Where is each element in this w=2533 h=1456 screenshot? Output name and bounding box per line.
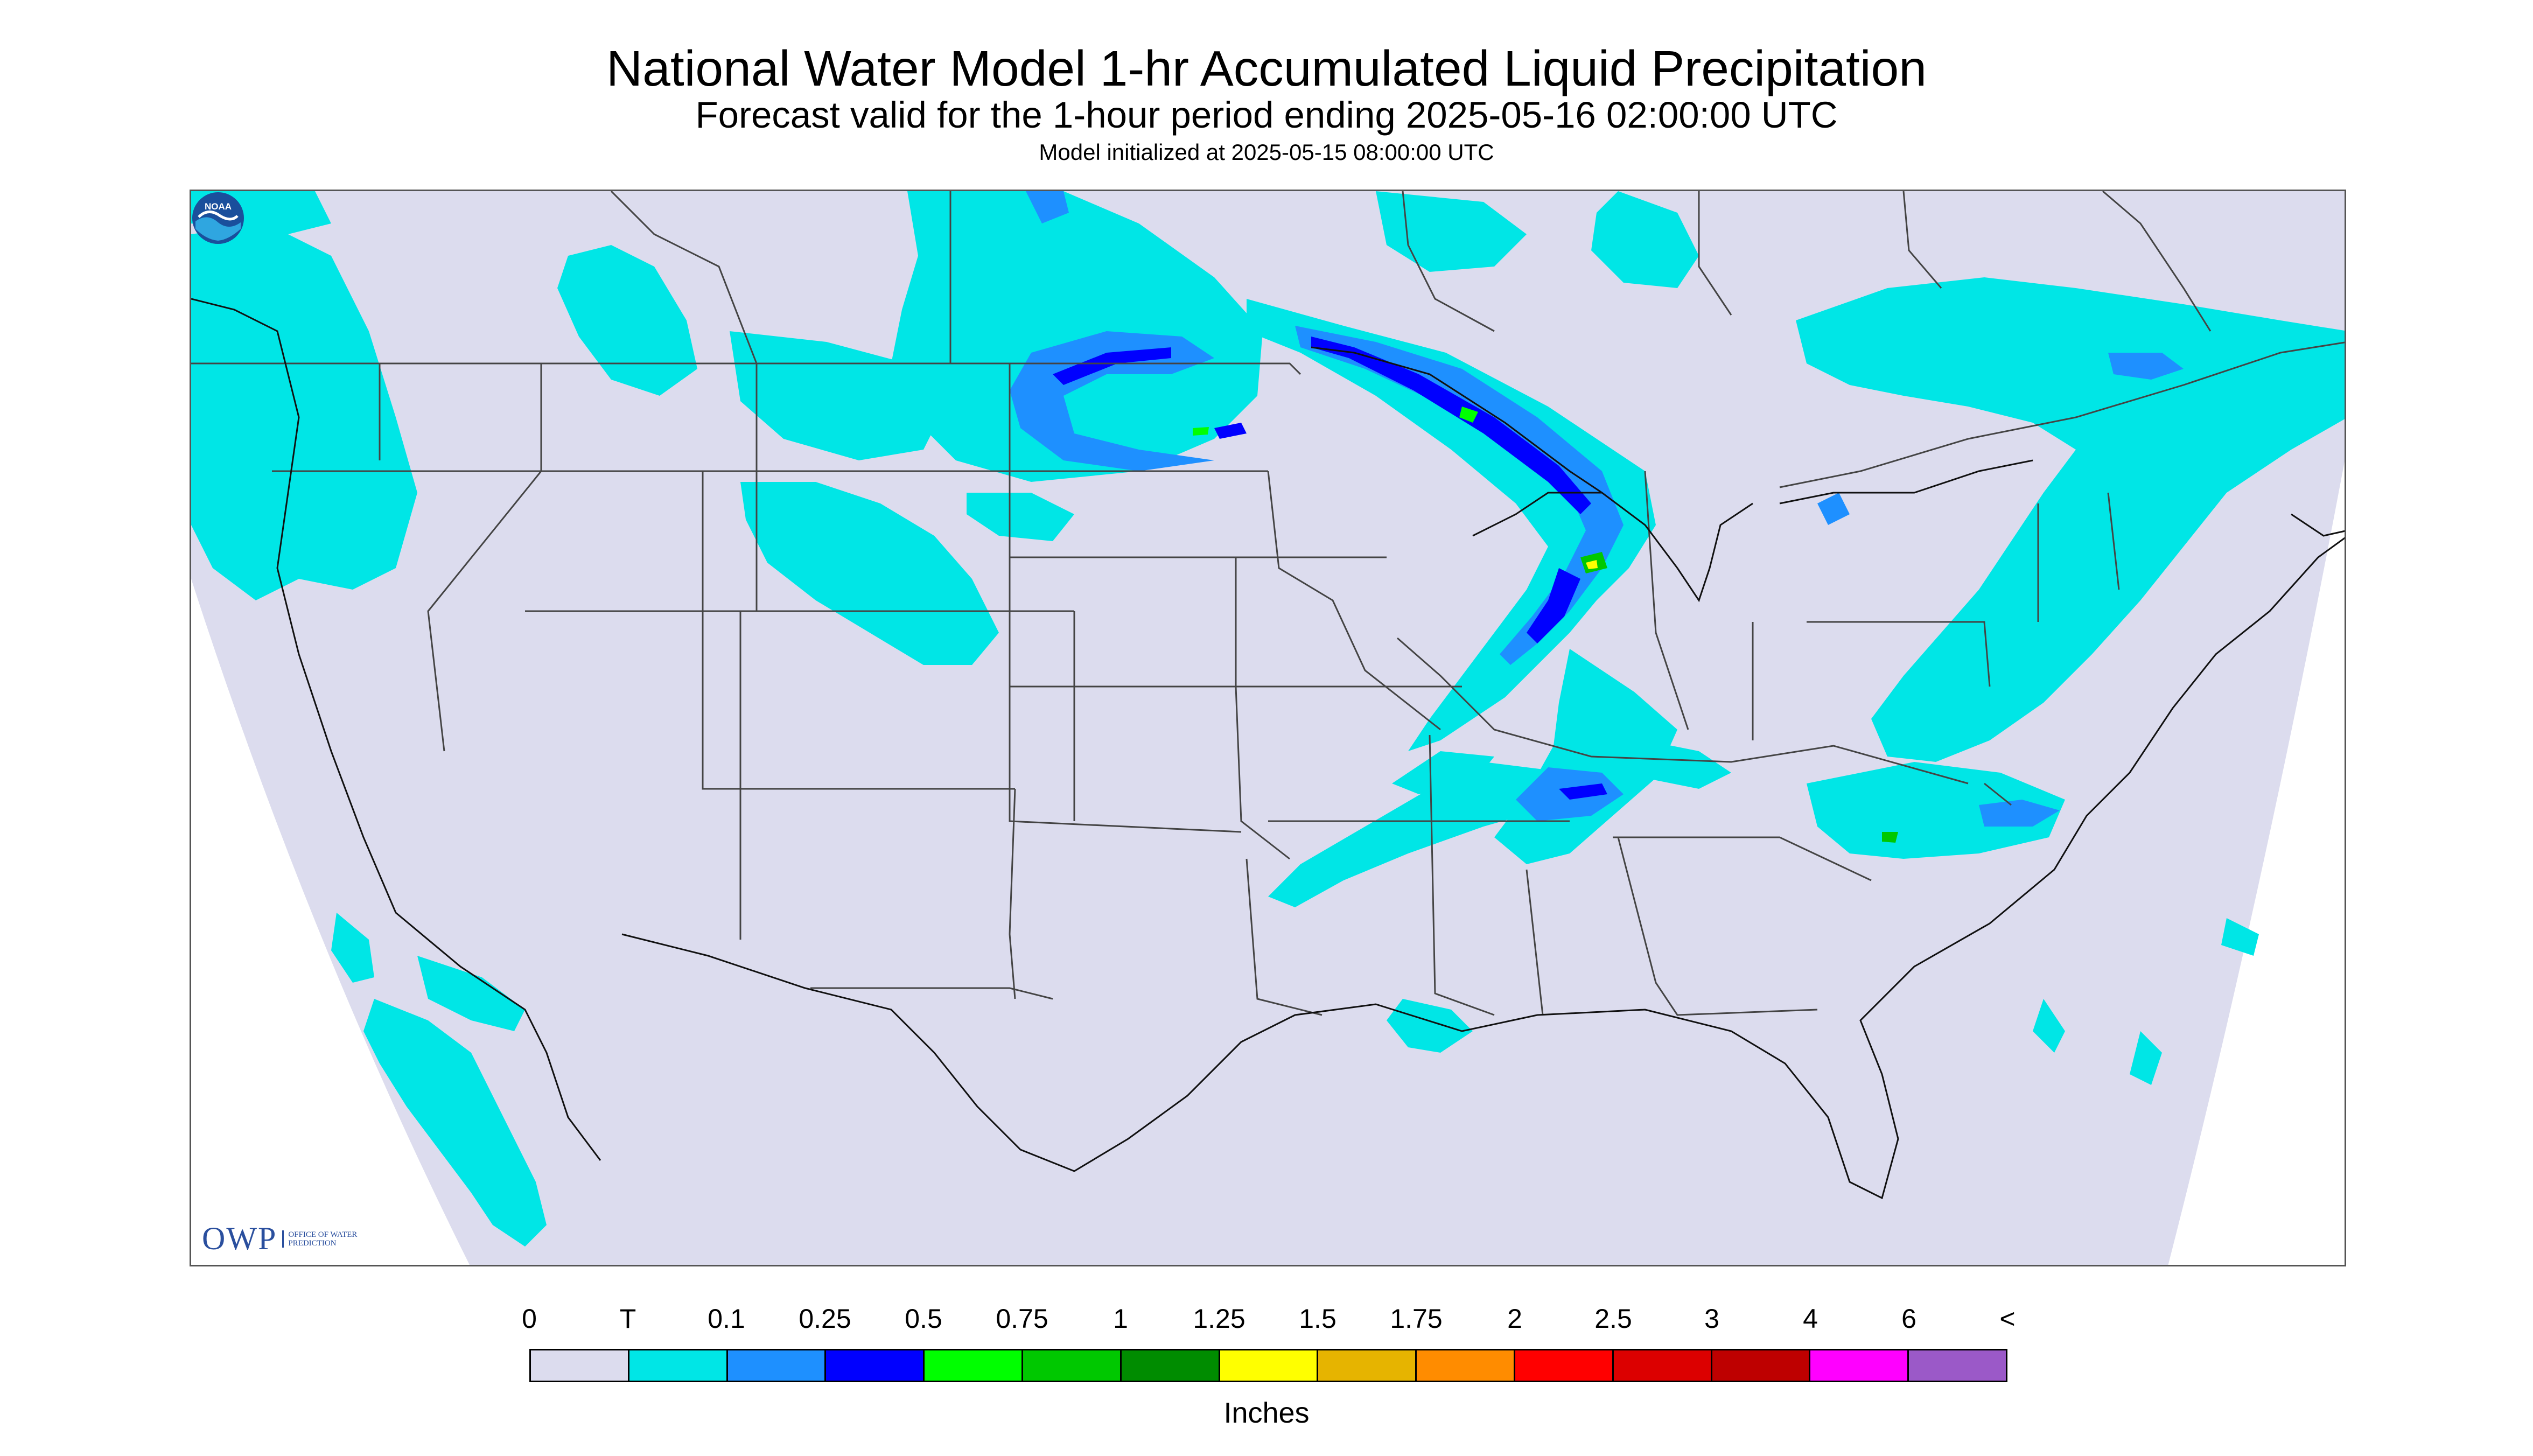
colorbar-label: 1.75 xyxy=(1390,1304,1443,1334)
state-borders xyxy=(191,191,2345,1016)
heavy-precip-cells xyxy=(1193,407,1898,843)
colorbar xyxy=(529,1349,2007,1382)
colorbar-swatch xyxy=(1220,1350,1319,1381)
colorbar-label: 0.25 xyxy=(799,1304,851,1334)
colorbar-labels: 0 T 0.1 0.25 0.5 0.75 1 1.25 1.5 1.75 2 2.5 3 4 6 < xyxy=(522,1300,2016,1334)
owp-logo-name: OFFICE OF WATER PREDICTION xyxy=(282,1230,369,1248)
colorbar-label: 2.5 xyxy=(1594,1304,1632,1334)
colorbar-label: 1.25 xyxy=(1193,1304,1245,1334)
model-domain xyxy=(191,191,2345,1265)
model-init-text: Model initialized at 2025-05-15 08:00:00… xyxy=(1039,139,1494,165)
map-subtitle: Forecast valid for the 1-hour period end… xyxy=(695,94,1838,136)
colorbar-swatch xyxy=(1712,1350,1811,1381)
colorbar-label: 3 xyxy=(1704,1304,1719,1334)
colorbar-swatch xyxy=(531,1350,629,1381)
colorbar-units: Inches xyxy=(1223,1397,1310,1429)
map-title: National Water Model 1-hr Accumulated Li… xyxy=(606,40,1927,96)
noaa-logo-text: NOAA xyxy=(205,201,232,212)
colorbar-swatch xyxy=(1909,1350,2006,1381)
colorbar-swatch xyxy=(727,1350,827,1381)
colorbar-label: 4 xyxy=(1803,1304,1818,1334)
colorbar-label: 0 xyxy=(522,1304,537,1334)
colorbar-legend: 0 T 0.1 0.25 0.5 0.75 1 1.25 1.5 1.75 2 2.5 3 4 6 < xyxy=(522,1300,2016,1397)
colorbar-label: 2 xyxy=(1507,1304,1522,1334)
colorbar-swatch xyxy=(1318,1350,1417,1381)
colorbar-swatch xyxy=(1417,1350,1515,1381)
map-canvas xyxy=(191,191,2345,1265)
colorbar-swatch xyxy=(1515,1350,1614,1381)
colorbar-swatch xyxy=(826,1350,925,1381)
moderate-precip-areas xyxy=(1053,337,1607,800)
precipitation-map: OWP OFFICE OF WATER PREDICTION NOAA xyxy=(190,190,2346,1266)
colorbar-swatch xyxy=(925,1350,1023,1381)
colorbar-label: 1 xyxy=(1113,1304,1128,1334)
coastlines xyxy=(191,298,2345,1200)
colorbar-label: T xyxy=(619,1304,636,1334)
colorbar-swatch xyxy=(1121,1350,1220,1381)
colorbar-label: 1.5 xyxy=(1299,1304,1337,1334)
colorbar-swatch xyxy=(629,1350,728,1381)
colorbar-label: < xyxy=(1999,1304,2016,1334)
colorbar-swatch xyxy=(1810,1350,1909,1381)
colorbar-label: 6 xyxy=(1901,1304,1916,1334)
colorbar-swatch xyxy=(1613,1350,1712,1381)
colorbar-label: 0.5 xyxy=(905,1304,942,1334)
colorbar-label: 0.75 xyxy=(996,1304,1048,1334)
colorbar-swatch xyxy=(1023,1350,1122,1381)
owp-logo: OWP OFFICE OF WATER PREDICTION xyxy=(202,1220,369,1257)
noaa-logo: NOAA xyxy=(192,192,244,244)
colorbar-label: 0.1 xyxy=(708,1304,745,1334)
owp-logo-mark: OWP xyxy=(202,1221,277,1256)
